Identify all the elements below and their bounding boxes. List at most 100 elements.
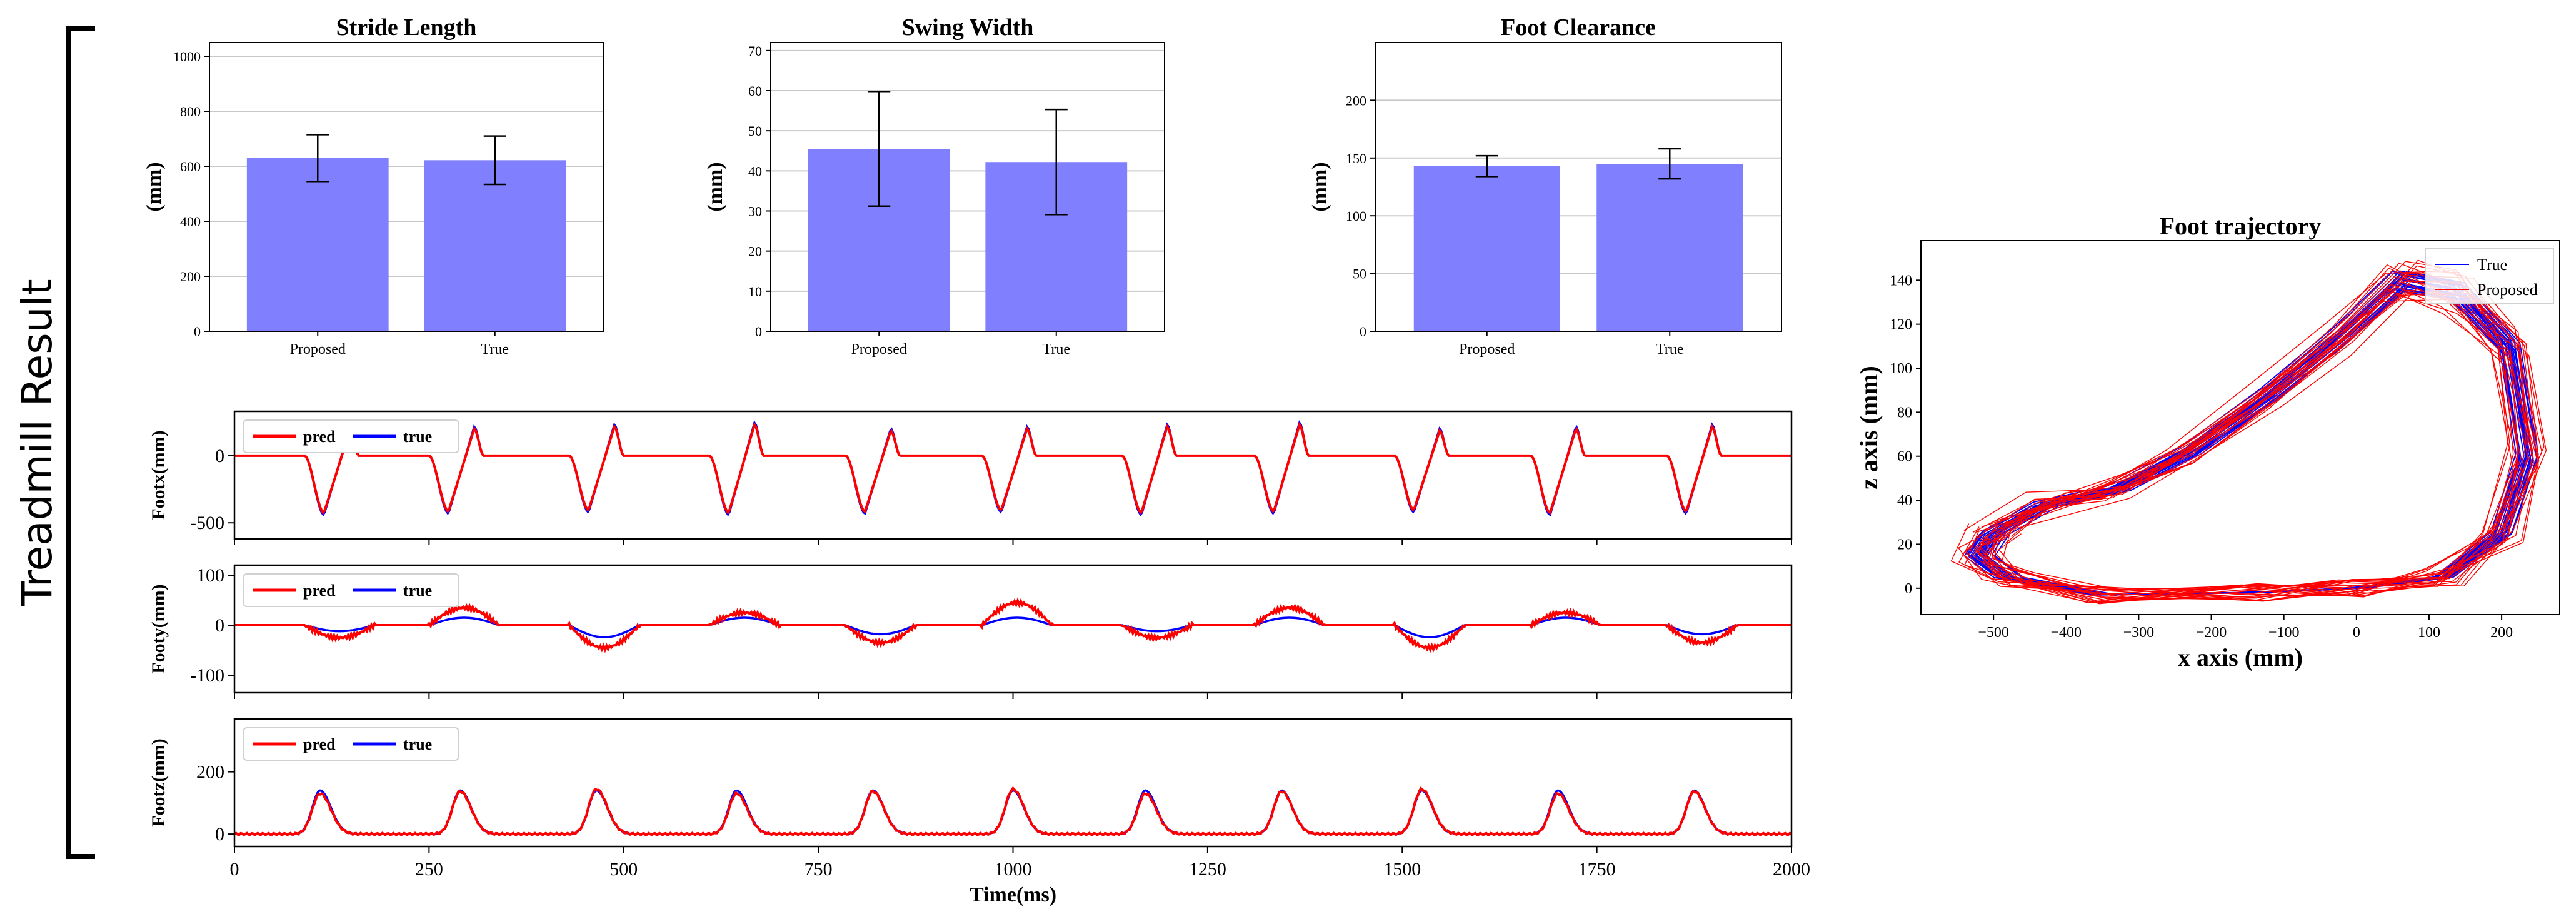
- chart-title: Swing Width: [902, 14, 1034, 41]
- y-tick-label: 400: [180, 214, 201, 229]
- bar: [1413, 166, 1560, 331]
- trajectory-line-proposed: [1985, 272, 2529, 598]
- trajectory-line-true: [1973, 285, 2534, 596]
- trajectory-line-proposed: [1998, 288, 2540, 598]
- legend-box: [2425, 248, 2554, 304]
- trajectory-line-proposed: [1983, 293, 2540, 602]
- swing-chart: Proposed True 0 10 20 30 40 50 60 70 Swing Width (m…: [704, 14, 1165, 358]
- x-tick-label: 250: [415, 859, 443, 880]
- legend-label: pred: [303, 581, 336, 600]
- y-tick-label: 0: [215, 615, 224, 636]
- y-tick-label: 80: [1897, 404, 1912, 421]
- trajectory-line-true: [1978, 272, 2517, 596]
- legend-label: pred: [303, 428, 336, 446]
- footy-chart: -100 0 100 Footy(mm) pred true: [148, 564, 1793, 699]
- axes-frame: [209, 42, 604, 332]
- clearance-chart: Proposed True 0 50 100 150 200 Foot Clearance (m…: [1308, 14, 1782, 358]
- series-line-pred: [234, 421, 1792, 515]
- y-axis-label: z axis (mm): [1855, 366, 1883, 490]
- x-tick-label: −200: [2196, 625, 2227, 641]
- trajectory-line-proposed: [1992, 276, 2518, 601]
- y-tick-label: 70: [748, 43, 762, 59]
- trajectory-line-proposed: [1950, 270, 2522, 597]
- y-tick-label: 30: [748, 204, 762, 219]
- y-tick-label: 600: [180, 159, 201, 174]
- footz-chart: 0 250 500 750 1000 1250 1500 1750 2000 0 200 Footz(…: [148, 718, 1810, 906]
- x-tick-label: −400: [2050, 625, 2082, 641]
- trajectory-line-true: [1967, 276, 2528, 596]
- trajectory-line-true: [1981, 275, 2539, 596]
- trajectory-line-true: [1975, 278, 2525, 596]
- legend-box: [243, 727, 459, 761]
- x-tick-label: 1000: [995, 859, 1032, 880]
- footx-chart: -500 0 Footx(mm) pred true: [148, 410, 1793, 545]
- y-tick-label: 0: [215, 824, 224, 845]
- trajectory-line-proposed: [1976, 281, 2529, 603]
- x-tick-label: 100: [2418, 625, 2440, 641]
- trajectory-line-proposed: [1975, 268, 2511, 604]
- x-axis-label: Time(ms): [970, 883, 1056, 906]
- y-tick-label: 20: [1897, 536, 1912, 553]
- y-tick-label: 150: [1346, 151, 1366, 166]
- trajectory-line-proposed: [1993, 293, 2519, 600]
- x-tick-label: 750: [804, 859, 833, 880]
- y-tick-label: 1000: [173, 49, 201, 64]
- trajectory-line-proposed: [1980, 273, 2547, 602]
- series-line-pred: [233, 786, 1792, 837]
- y-tick-label: 100: [196, 565, 224, 586]
- y-axis-label: Footx(mm): [148, 430, 169, 520]
- trajectory-line-true: [1963, 287, 2522, 595]
- axes-frame: [1920, 240, 2560, 615]
- legend-label: true: [403, 735, 432, 753]
- chart-title: Stride Length: [336, 14, 477, 41]
- legend-label: true: [403, 428, 432, 446]
- x-tick-label: 1500: [1383, 859, 1421, 880]
- x-tick-label: 500: [609, 859, 638, 880]
- x-tick-label: True: [481, 341, 509, 358]
- trajectory-line-proposed: [1964, 299, 2514, 599]
- y-axis-label: Footy(mm): [148, 584, 169, 673]
- series-line-pred: [234, 597, 1792, 653]
- trajectory-line-proposed: [1958, 292, 2519, 596]
- trajectory-line-proposed: [1962, 289, 2539, 596]
- trajectory-line-proposed: [1979, 264, 2508, 605]
- y-tick-label: 40: [748, 163, 762, 179]
- axes-frame: [233, 718, 1793, 848]
- x-tick-label: 0: [230, 859, 239, 880]
- stride-chart: Proposed True 0 200 400 600 800 1000 Stride Leng…: [143, 14, 604, 358]
- trajectory-line-true: [1971, 288, 2532, 595]
- x-tick-label: Proposed: [1459, 341, 1515, 358]
- legend-label: pred: [303, 735, 336, 753]
- y-tick-label: 50: [748, 123, 762, 139]
- trajectory-line-proposed: [1986, 259, 2545, 601]
- y-tick-label: 10: [748, 284, 762, 299]
- y-tick-label: 0: [215, 446, 224, 466]
- axes-frame: [1375, 42, 1782, 332]
- y-tick-label: 100: [1346, 208, 1366, 224]
- x-tick-label: 1250: [1189, 859, 1226, 880]
- trajectory-line-proposed: [2001, 274, 2533, 601]
- trajectory-line-proposed: [1991, 265, 2543, 596]
- y-tick-label: 60: [1897, 449, 1912, 465]
- bar: [424, 160, 566, 331]
- trajectory-line-proposed: [1978, 263, 2527, 602]
- trajectory-line-proposed: [1972, 281, 2535, 598]
- legend: pred true: [243, 419, 459, 453]
- treadmill-bracket: [66, 26, 95, 859]
- y-tick-label: 800: [180, 104, 201, 119]
- axes-frame: [233, 564, 1793, 694]
- trajectory-line-true: [1967, 289, 2522, 595]
- x-tick-label: −100: [2268, 625, 2300, 641]
- axes-frame: [770, 42, 1165, 332]
- x-tick-label: True: [1656, 341, 1683, 358]
- y-tick-label: 140: [1890, 273, 1912, 289]
- y-axis-label: (mm): [704, 162, 727, 211]
- legend: True Proposed: [2425, 248, 2554, 304]
- x-tick-label: Proposed: [851, 341, 907, 358]
- trajectory-line-true: [1984, 271, 2529, 596]
- series-line-true: [234, 789, 1792, 835]
- chart-title: Foot trajectory: [2160, 212, 2322, 240]
- x-tick-label: 2000: [1773, 859, 1810, 880]
- y-tick-label: 200: [180, 269, 201, 284]
